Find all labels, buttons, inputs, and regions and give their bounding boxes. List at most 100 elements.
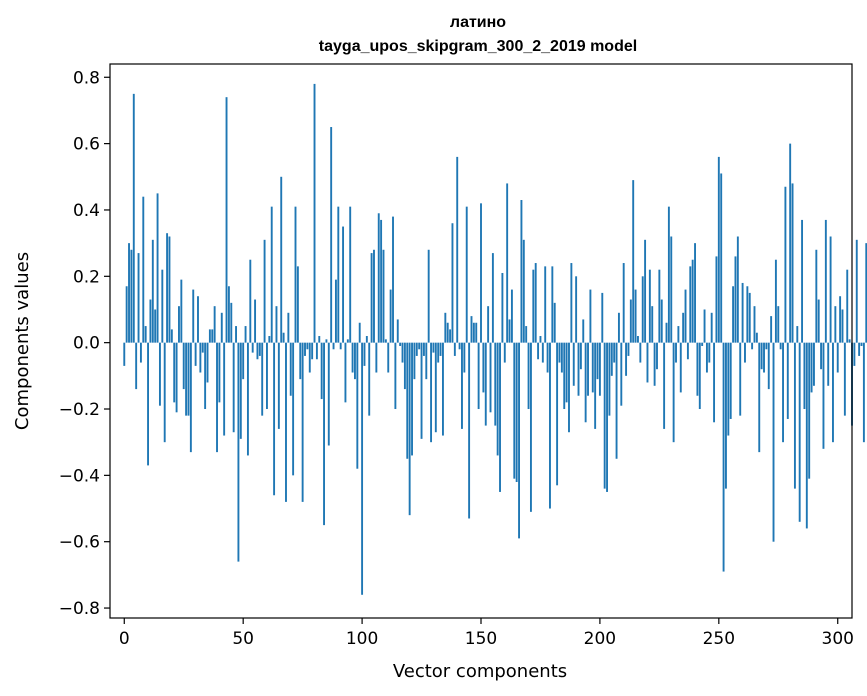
bar (204, 342, 207, 410)
bar (789, 143, 792, 343)
bar (734, 256, 737, 343)
bar (453, 342, 456, 356)
bar (694, 243, 696, 343)
bar (675, 342, 677, 363)
bar (147, 342, 149, 466)
bar (208, 329, 211, 343)
bar (170, 329, 173, 343)
bar (268, 336, 271, 343)
bar (354, 342, 356, 380)
bar (615, 342, 618, 459)
bar (708, 342, 711, 363)
bar (796, 326, 799, 343)
bar (539, 336, 542, 343)
x-tick-label: 200 (584, 629, 616, 649)
bar (529, 342, 532, 512)
bar (399, 342, 402, 346)
bar (320, 342, 323, 400)
bar (515, 342, 518, 482)
bar (537, 342, 540, 360)
bar (411, 342, 413, 456)
bar (144, 326, 147, 343)
bar (741, 282, 744, 343)
bar (862, 342, 865, 443)
bar (782, 342, 784, 443)
bar (610, 342, 613, 376)
bar (832, 342, 834, 443)
bar (525, 326, 528, 343)
bar (629, 299, 632, 343)
chart-title-line-1: латино (450, 14, 506, 31)
bar (777, 306, 780, 343)
bar (520, 200, 523, 343)
bar (544, 266, 547, 343)
bar (480, 203, 482, 343)
bar (710, 312, 713, 343)
bar (468, 342, 471, 519)
x-tick-label: 100 (346, 629, 378, 649)
bar (246, 342, 249, 456)
bar (670, 236, 673, 343)
bar (729, 342, 732, 419)
bar (216, 342, 218, 453)
bar (606, 342, 608, 492)
bar (584, 342, 587, 423)
bar (558, 342, 561, 363)
bar (401, 342, 404, 363)
bar (232, 342, 235, 433)
y-tick-label: −0.2 (59, 400, 100, 420)
bar (377, 213, 380, 343)
bar (634, 289, 637, 343)
bar (415, 342, 418, 356)
bar (344, 342, 347, 403)
bar (689, 266, 692, 343)
bar (422, 342, 425, 356)
bar (658, 269, 661, 343)
bar (691, 259, 694, 343)
bar (653, 342, 656, 386)
bar (748, 292, 751, 343)
bar (461, 342, 463, 429)
bar (470, 316, 473, 343)
bar (311, 342, 314, 360)
bar (132, 93, 135, 343)
bar (482, 342, 485, 393)
y-tick-label: 0.6 (73, 135, 100, 155)
bar (342, 226, 345, 343)
bar (551, 266, 554, 343)
bar (299, 342, 302, 380)
x-axis-label: Vector components (393, 661, 567, 682)
bar (187, 342, 190, 416)
bar (744, 342, 746, 363)
bar (158, 342, 161, 406)
bar (334, 279, 337, 343)
bar (625, 342, 628, 376)
bar (765, 342, 768, 350)
bar (273, 342, 276, 496)
bar (534, 263, 537, 343)
bar (375, 342, 378, 373)
bar (791, 183, 794, 343)
bar (648, 269, 651, 343)
bar (258, 342, 261, 356)
x-tick-label: 250 (703, 629, 735, 649)
bar (442, 342, 444, 436)
bar (772, 342, 775, 542)
bar (339, 342, 342, 350)
bar (603, 342, 606, 489)
bar (622, 263, 625, 343)
bar (853, 342, 856, 366)
x-axis-ticks: 0 50 100 150 200 250 300 (119, 618, 854, 649)
bar (679, 342, 682, 393)
bar (827, 342, 830, 386)
bar (513, 342, 516, 479)
bar (541, 342, 544, 363)
bar (420, 342, 423, 439)
bar (641, 276, 644, 343)
bar (251, 342, 254, 353)
bar (351, 342, 354, 373)
bar (277, 342, 280, 429)
bar (242, 342, 245, 380)
bar (327, 342, 330, 446)
bar (760, 342, 763, 370)
